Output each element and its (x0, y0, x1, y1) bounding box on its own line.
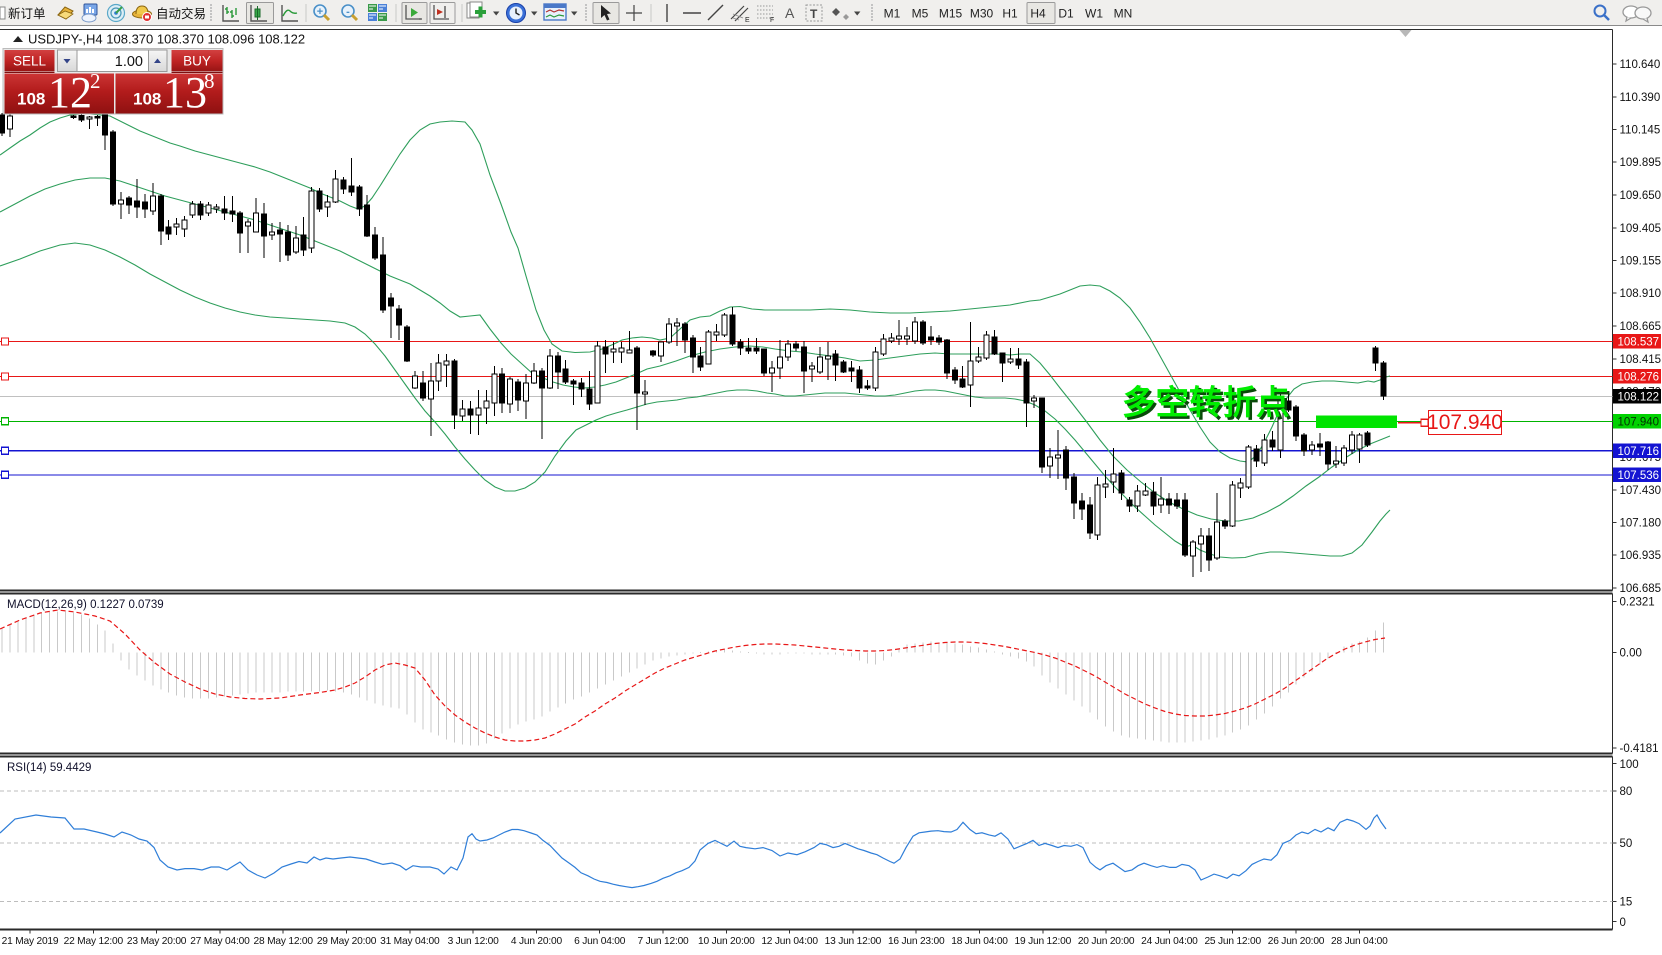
svg-text:自动交易: 自动交易 (156, 6, 206, 21)
svg-text:13: 13 (163, 68, 207, 117)
svg-text:108.415: 108.415 (1620, 354, 1662, 366)
svg-text:110.145: 110.145 (1620, 125, 1661, 137)
svg-text:H1: H1 (1002, 7, 1018, 21)
svg-text:106.685: 106.685 (1620, 583, 1662, 595)
svg-text:28 May 12:00: 28 May 12:00 (254, 936, 314, 947)
svg-text:M30: M30 (970, 7, 994, 21)
svg-text:-0.4181: -0.4181 (1620, 743, 1659, 755)
svg-text:0.2321: 0.2321 (1620, 597, 1655, 609)
svg-text:110.640: 110.640 (1620, 59, 1661, 71)
svg-text:1.00: 1.00 (115, 54, 143, 70)
svg-text:12: 12 (48, 68, 92, 117)
svg-text:BUY: BUY (183, 54, 211, 69)
svg-text:107.180: 107.180 (1620, 518, 1662, 530)
svg-text:F: F (770, 17, 774, 24)
svg-text:106.935: 106.935 (1620, 550, 1662, 562)
svg-text:H4: H4 (1030, 7, 1046, 21)
svg-text:24 Jun 04:00: 24 Jun 04:00 (1141, 936, 1198, 947)
svg-text:A: A (785, 5, 795, 21)
svg-text:T: T (810, 7, 818, 21)
svg-text:21 May 2019: 21 May 2019 (2, 936, 59, 947)
svg-text:E: E (745, 17, 750, 24)
svg-text:23 May 20:00: 23 May 20:00 (127, 936, 187, 947)
svg-text:16 Jun 23:00: 16 Jun 23:00 (888, 936, 945, 947)
svg-text:20 Jun 20:00: 20 Jun 20:00 (1078, 936, 1135, 947)
svg-text:50: 50 (1620, 838, 1633, 850)
svg-text:多空转折点: 多空转折点 (1122, 385, 1290, 422)
svg-text:28 Jun 04:00: 28 Jun 04:00 (1331, 936, 1388, 947)
svg-text:107.940: 107.940 (1427, 411, 1503, 434)
svg-text:M15: M15 (939, 7, 963, 21)
svg-text:108: 108 (133, 90, 161, 109)
svg-text:80: 80 (1620, 786, 1633, 798)
svg-text:MACD(12,26,9) 0.1227 0.0739: MACD(12,26,9) 0.1227 0.0739 (7, 599, 164, 611)
svg-text:多空转折点: 多空转折点 (1125, 388, 1293, 425)
svg-text:109.650: 109.650 (1620, 190, 1662, 202)
svg-text:MN: MN (1114, 7, 1133, 21)
svg-text:108.537: 108.537 (1618, 337, 1660, 349)
svg-text:0: 0 (1620, 917, 1626, 929)
svg-text:新订单: 新订单 (8, 6, 46, 21)
svg-text:RSI(14) 59.4429: RSI(14) 59.4429 (7, 762, 91, 774)
svg-text:2: 2 (90, 69, 101, 93)
svg-text:-: - (346, 6, 350, 18)
svg-text:109.895: 109.895 (1620, 157, 1662, 169)
svg-text:19 Jun 12:00: 19 Jun 12:00 (1015, 936, 1072, 947)
svg-text:13 Jun 12:00: 13 Jun 12:00 (825, 936, 882, 947)
svg-text:3 Jun 12:00: 3 Jun 12:00 (448, 936, 500, 947)
svg-text:0.00: 0.00 (1620, 648, 1642, 660)
svg-text:107.536: 107.536 (1618, 470, 1660, 482)
svg-text:+: + (317, 6, 323, 18)
svg-text:109.155: 109.155 (1620, 256, 1662, 268)
svg-text:7 Jun 12:00: 7 Jun 12:00 (637, 936, 689, 947)
svg-text:27 May 04:00: 27 May 04:00 (190, 936, 250, 947)
svg-text:100: 100 (1620, 759, 1639, 771)
svg-text:SELL: SELL (13, 54, 47, 69)
svg-text:D1: D1 (1058, 7, 1074, 21)
svg-text:M1: M1 (884, 7, 901, 21)
svg-text:31 May 04:00: 31 May 04:00 (380, 936, 440, 947)
svg-text:107.940: 107.940 (1618, 417, 1660, 429)
svg-text:12 Jun 04:00: 12 Jun 04:00 (761, 936, 818, 947)
svg-text:M5: M5 (912, 7, 929, 21)
svg-text:USDJPY-,H4 108.370 108.370 10: USDJPY-,H4 108.370 108.370 108.096 108.1… (28, 32, 305, 47)
svg-text:10 Jun 20:00: 10 Jun 20:00 (698, 936, 755, 947)
svg-text:8: 8 (204, 69, 215, 93)
svg-text:15: 15 (1620, 897, 1633, 909)
svg-text:107.430: 107.430 (1620, 485, 1662, 497)
svg-text:108.276: 108.276 (1618, 372, 1660, 384)
svg-text:25 Jun 12:00: 25 Jun 12:00 (1204, 936, 1261, 947)
svg-text:6 Jun 04:00: 6 Jun 04:00 (574, 936, 626, 947)
svg-text:W1: W1 (1085, 7, 1103, 21)
svg-text:18 Jun 04:00: 18 Jun 04:00 (951, 936, 1008, 947)
svg-text:108.910: 108.910 (1620, 288, 1662, 300)
svg-text:108.122: 108.122 (1618, 392, 1660, 404)
svg-text:29 May 20:00: 29 May 20:00 (317, 936, 377, 947)
svg-text:107.716: 107.716 (1618, 446, 1660, 458)
svg-text:26 Jun 20:00: 26 Jun 20:00 (1268, 936, 1325, 947)
svg-text:110.390: 110.390 (1620, 92, 1661, 104)
svg-text:108.665: 108.665 (1620, 321, 1662, 333)
svg-text:22 May 12:00: 22 May 12:00 (64, 936, 124, 947)
svg-text:4 Jun 20:00: 4 Jun 20:00 (511, 936, 563, 947)
svg-text:109.405: 109.405 (1620, 223, 1662, 235)
svg-text:108: 108 (17, 90, 45, 109)
